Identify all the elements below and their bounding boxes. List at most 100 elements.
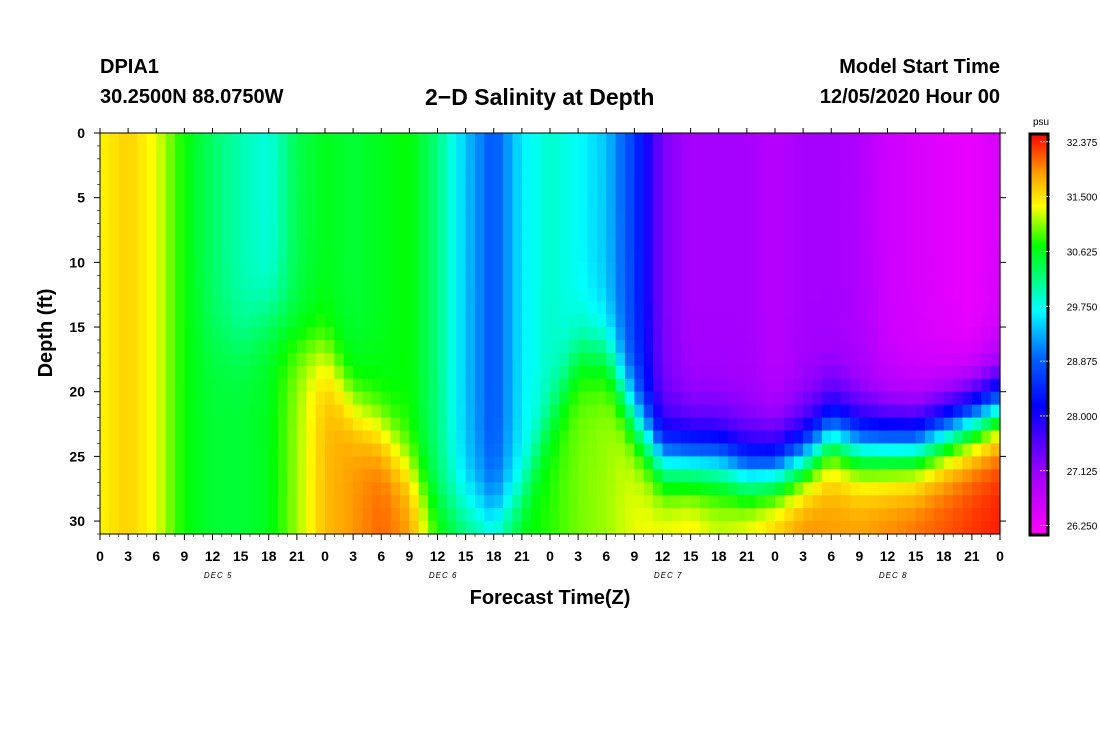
heatmap-cell [878, 417, 889, 432]
heatmap-cell [146, 314, 157, 328]
heatmap-cell [840, 249, 851, 263]
heatmap-cell [962, 301, 973, 315]
heatmap-cell [203, 430, 214, 445]
heatmap-cell [578, 171, 589, 186]
heatmap-cell [953, 443, 964, 457]
heatmap-cell [100, 314, 110, 328]
heatmap-cell [709, 482, 720, 496]
heatmap-cell [540, 365, 551, 380]
colorbar-tick-label: 29.750 [1067, 302, 1098, 313]
chart-title: 2−D Salinity at Depth [425, 84, 655, 110]
heatmap-cell [193, 197, 204, 212]
heatmap-cell [775, 210, 785, 225]
heatmap-cell [887, 417, 898, 432]
heatmap-cell [568, 249, 579, 263]
heatmap-cell [315, 521, 326, 535]
heatmap-cell [381, 339, 392, 354]
heatmap-cell [484, 145, 495, 160]
heatmap-cell [437, 236, 448, 251]
heatmap-cell [315, 327, 326, 341]
heatmap-cell [709, 469, 720, 483]
heatmap-cell [503, 417, 514, 432]
heatmap-cell [709, 197, 720, 212]
heatmap-cell [165, 223, 176, 238]
heatmap-cell [175, 404, 185, 419]
heatmap-cell [540, 184, 551, 199]
heatmap-cell [184, 469, 195, 483]
heatmap-cell [418, 482, 429, 496]
heatmap-cell [803, 197, 814, 212]
heatmap-cell [643, 352, 654, 367]
heatmap-cell [803, 443, 814, 457]
heatmap-cell [793, 145, 804, 160]
heatmap-cell [812, 133, 823, 147]
heatmap-cell [718, 301, 729, 315]
heatmap-cell [306, 404, 317, 419]
heatmap-cell [165, 417, 176, 432]
heatmap-cell [756, 133, 767, 147]
heatmap-cell [550, 391, 560, 406]
heatmap-cell [371, 456, 382, 470]
heatmap-cell [465, 495, 476, 509]
heatmap-cell [934, 133, 945, 147]
heatmap-cell [278, 249, 289, 263]
heatmap-cell [962, 158, 973, 173]
heatmap-cell [550, 508, 560, 522]
heatmap-cell [934, 443, 945, 457]
heatmap-cell [475, 133, 485, 147]
heatmap-cell [334, 184, 345, 199]
heatmap-cell [315, 508, 326, 522]
heatmap-cell [240, 145, 251, 160]
heatmap-cell [287, 482, 298, 496]
heatmap-cell [859, 456, 870, 470]
heatmap-cell [137, 352, 148, 367]
heatmap-cell [484, 469, 495, 483]
heatmap-cell [775, 184, 785, 199]
heatmap-cell [343, 508, 354, 522]
x-tick-label: 15 [683, 548, 699, 564]
heatmap-cell [531, 417, 542, 432]
heatmap-cell [943, 275, 954, 289]
heatmap-cell [315, 391, 326, 406]
heatmap-cell [409, 171, 420, 186]
heatmap-cell [906, 430, 917, 445]
heatmap-cell [812, 158, 823, 173]
heatmap-cell [521, 314, 532, 328]
heatmap-cell [756, 301, 767, 315]
heatmap-cell [793, 314, 804, 328]
heatmap-cell [662, 391, 673, 406]
heatmap-cell [990, 262, 1001, 276]
heatmap-cell [840, 236, 851, 251]
heatmap-cell [568, 301, 579, 315]
heatmap-cell [362, 404, 373, 419]
heatmap-cell [925, 184, 935, 199]
heatmap-cell [887, 521, 898, 535]
heatmap-cell [390, 223, 401, 238]
heatmap-cell [118, 404, 129, 419]
heatmap-cell [765, 508, 776, 522]
heatmap-cell [287, 443, 298, 457]
x-tick-label: 0 [321, 548, 329, 564]
heatmap-cell [821, 197, 832, 212]
heatmap-cell [381, 314, 392, 328]
heatmap-cell [512, 223, 523, 238]
heatmap-cell [493, 365, 504, 380]
heatmap-cell [700, 288, 710, 302]
heatmap-cell [240, 327, 251, 341]
heatmap-cell [493, 223, 504, 238]
heatmap-cell [746, 469, 757, 483]
heatmap-cell [390, 275, 401, 289]
heatmap-cell [484, 158, 495, 173]
heatmap-cell [493, 184, 504, 199]
heatmap-cell [465, 327, 476, 341]
heatmap-cell [568, 365, 579, 380]
heatmap-cell [353, 417, 364, 432]
heatmap-cell [756, 508, 767, 522]
heatmap-cell [896, 223, 907, 238]
heatmap-cell [925, 249, 935, 263]
heatmap-cell [250, 443, 260, 457]
heatmap-cell [315, 378, 326, 393]
heatmap-cell [887, 210, 898, 225]
heatmap-cell [793, 508, 804, 522]
heatmap-cell [793, 482, 804, 496]
